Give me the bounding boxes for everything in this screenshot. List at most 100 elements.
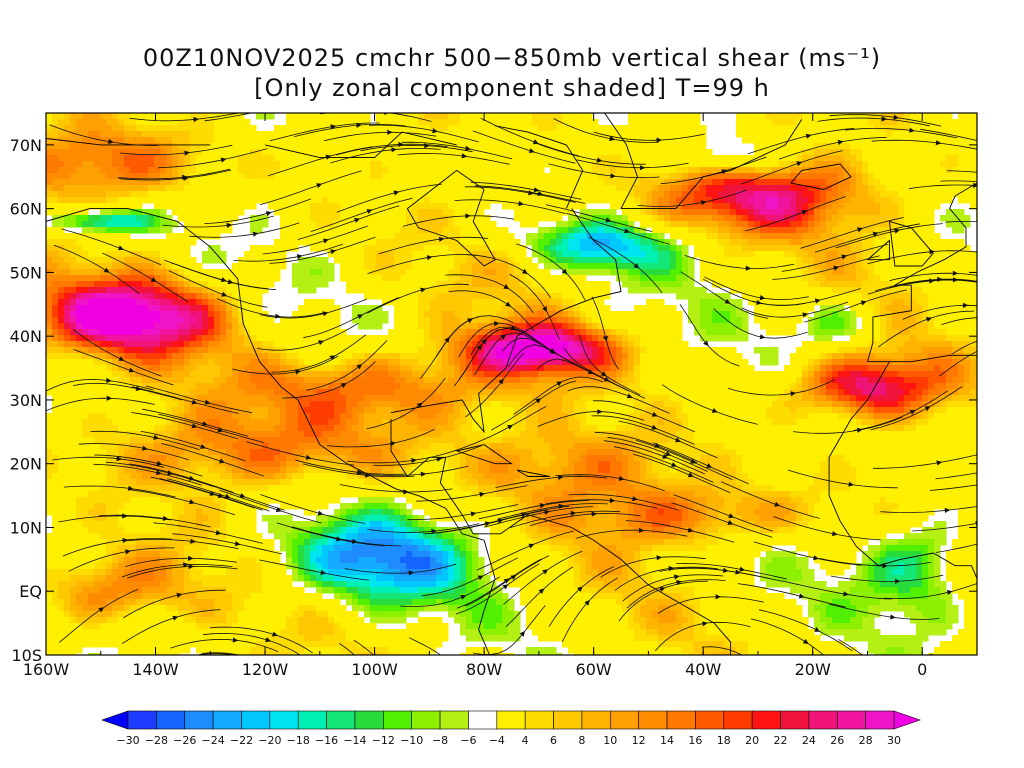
streamline-arrowhead [470, 511, 477, 517]
streamline-arrowhead [453, 664, 459, 670]
streamline-arrowhead [191, 399, 198, 405]
streamline-arrowhead [711, 408, 718, 413]
streamline-arrowhead [894, 228, 901, 234]
streamline-arrowhead [330, 249, 337, 255]
streamline-arrowhead [665, 451, 672, 456]
streamline [126, 565, 238, 579]
colorbar-label: −6 [460, 734, 476, 747]
colorbar-label: −20 [258, 734, 281, 747]
streamline-arrowhead [656, 137, 662, 143]
streamline-arrowhead [722, 567, 729, 573]
streamline-arrowhead [295, 369, 301, 375]
coastline-segment [790, 163, 852, 190]
streamline [347, 449, 458, 464]
streamline [740, 150, 843, 185]
colorbar-swatch [524, 710, 554, 730]
streamline-arrowhead [774, 501, 781, 507]
streamline-arrowhead [561, 268, 568, 275]
streamline-arrowhead [162, 515, 169, 521]
streamline-arrowhead [805, 133, 812, 139]
streamline-arrowhead [519, 630, 525, 637]
streamline-arrowhead [1011, 174, 1017, 179]
streamline [576, 159, 689, 169]
streamline [607, 436, 708, 472]
streamline-arrowhead [558, 503, 565, 509]
streamline [505, 566, 574, 628]
streamline-arrowhead [584, 599, 590, 606]
streamline [233, 243, 344, 262]
streamline-arrowhead [640, 165, 646, 171]
colorbar-label: 22 [774, 734, 788, 747]
streamline [508, 344, 591, 373]
lat-label: EQ [19, 582, 42, 601]
streamline-arrowhead [330, 124, 337, 130]
streamline-arrowhead [841, 254, 848, 260]
coastline-segment [495, 125, 584, 209]
streamline-arrowhead [438, 236, 445, 242]
streamline-arrowhead [408, 570, 415, 576]
streamline [182, 476, 285, 511]
lon-label: 20W [795, 660, 831, 679]
colorbar-label: 28 [859, 734, 873, 747]
colorbar-label: 14 [660, 734, 674, 747]
streamline-arrowhead [952, 270, 959, 276]
streamline [568, 493, 679, 511]
streamline [476, 530, 574, 571]
streamline-arrowhead [651, 411, 658, 417]
streamline-arrowhead [935, 140, 942, 146]
streamline-arrowhead [790, 391, 797, 397]
streamline [204, 113, 254, 122]
streamline-arrowhead [893, 114, 900, 120]
streamline-arrowhead [759, 295, 766, 301]
streamline [68, 547, 175, 572]
streamline [930, 653, 935, 655]
streamline-arrowhead [502, 584, 509, 590]
streamline-arrowhead [715, 594, 721, 600]
streamline-arrowhead [219, 458, 225, 464]
streamline [172, 533, 283, 555]
streamline [416, 485, 528, 502]
colorbar-label: 6 [550, 734, 557, 747]
lat-label: 60N [10, 200, 42, 219]
streamline [158, 413, 264, 443]
coastline-outline [46, 113, 977, 655]
streamline [509, 273, 560, 340]
streamline-arrowhead [727, 520, 734, 525]
streamline [660, 156, 767, 185]
streamline-arrowhead [946, 590, 953, 595]
streamline-arrowhead [626, 393, 633, 399]
streamline [145, 385, 253, 414]
colorbar-swatch [184, 710, 214, 730]
streamline [591, 415, 695, 445]
streamline [120, 144, 233, 156]
streamline [260, 494, 366, 524]
streamline [269, 236, 376, 264]
coastline-segment [46, 138, 211, 146]
streamline [495, 475, 608, 488]
colorbar-label: 20 [745, 734, 759, 747]
streamline [603, 440, 705, 475]
streamline [567, 386, 670, 414]
streamline [170, 638, 279, 653]
streamline [330, 148, 441, 164]
streamline [295, 459, 407, 475]
streamline [202, 632, 301, 655]
colorbar-swatch [836, 710, 866, 730]
streamline [168, 270, 268, 308]
streamline [366, 377, 446, 430]
streamline-arrowhead [605, 217, 612, 223]
colorbar-under-arrow [101, 710, 129, 730]
streamline [232, 355, 339, 375]
streamline [378, 236, 489, 255]
colorbar-swatch [780, 710, 810, 730]
streamline [867, 279, 977, 295]
streamline [513, 376, 604, 415]
streamline-arrowhead [323, 238, 329, 244]
coastline-segment [390, 419, 732, 655]
colorbar-label: 4 [522, 734, 529, 747]
streamline [53, 244, 140, 295]
streamline [635, 439, 733, 480]
streamline [217, 298, 324, 318]
streamline [831, 574, 944, 582]
streamline-arrowhead [544, 509, 550, 515]
